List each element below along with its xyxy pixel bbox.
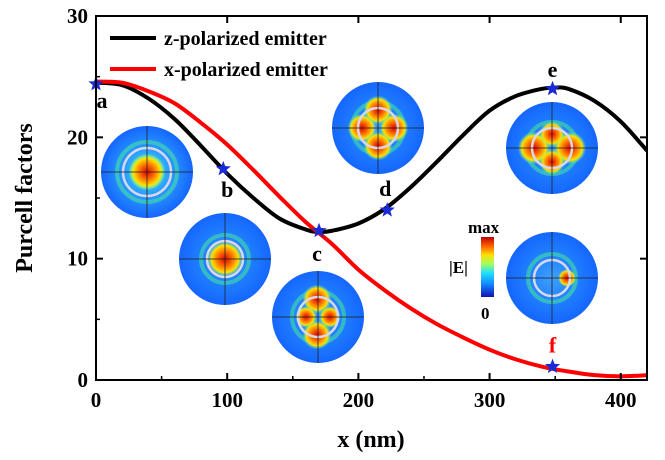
legend: z-polarized emitter x-polarized emitter [110,28,328,81]
colorbar-max-label: max [468,218,500,237]
x-axis-label: x (nm) [337,427,404,453]
x-tick-label: 100 [211,388,243,412]
x-tick-label: 0 [91,388,102,412]
colorbar-quantity-label: |E| [449,258,468,277]
y-tick-label: 0 [78,368,89,392]
x-tick-label: 300 [474,388,506,412]
axis-ticks: 0 100 200 300 400 0 10 20 30 [67,4,647,412]
field-map-a [101,126,193,218]
marker-label-f: f [549,333,557,358]
field-map-e [506,102,598,194]
marker-star-f [544,358,561,374]
marker-label-a: a [97,88,108,113]
colorbar-gradient [481,237,494,297]
marker-label-e: e [548,57,558,82]
field-map-b [179,213,271,305]
y-tick-label: 30 [67,4,88,28]
marker-star-e [544,80,561,96]
legend-label-x: x-polarized emitter [164,59,328,81]
colorbar-min-label: 0 [481,304,490,323]
marker-label-c: c [312,241,322,266]
field-map-d [332,82,424,174]
marker-star-d [379,202,395,217]
data-markers: a b c d e f [88,57,561,374]
x-tick-label: 400 [605,388,637,412]
field-map-insets [101,82,598,363]
field-map-hotspot [302,320,332,350]
field-map-hotspot [302,284,332,314]
field-map-c [272,271,364,363]
marker-star-c [311,222,327,238]
legend-label-z: z-polarized emitter [164,28,327,50]
marker-star-b [215,160,231,176]
y-tick-label: 20 [67,125,88,149]
marker-label-b: b [221,177,233,202]
marker-label-d: d [379,176,391,201]
x-tick-label: 200 [343,388,375,412]
y-tick-label: 10 [67,247,88,271]
field-map-f [506,232,598,324]
y-axis-label: Purcell factors [12,123,38,273]
colorbar: max |E| 0 [449,218,500,323]
